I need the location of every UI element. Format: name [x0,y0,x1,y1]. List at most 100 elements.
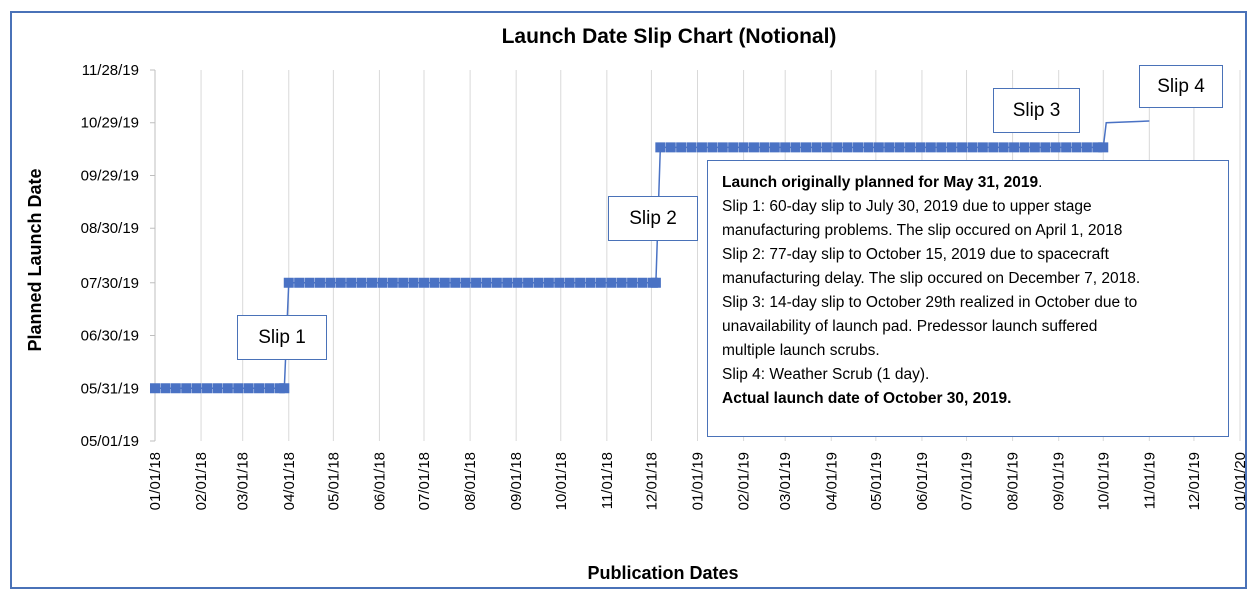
series-marker [977,142,988,153]
series-marker [512,277,523,288]
series-marker [294,277,305,288]
x-tick-label: 06/01/19 [914,452,931,510]
x-tick-label: 10/01/18 [553,452,570,510]
x-tick-label: 05/01/18 [325,452,342,510]
series-marker [585,277,596,288]
series-marker [1040,142,1051,153]
y-tick-label: 07/30/19 [81,275,139,292]
series-marker [1009,142,1020,153]
x-tick-label: 06/01/18 [371,452,388,510]
series-marker [387,277,398,288]
series-marker [748,142,759,153]
slip-1-callout: Slip 1 [237,315,327,360]
series-marker [233,383,244,394]
series-marker [222,383,233,394]
series-marker [243,383,254,394]
series-marker [925,142,936,153]
series-marker [419,277,430,288]
series-marker [429,277,440,288]
x-tick-label: 02/01/19 [736,452,753,510]
note-line: unavailability of launch pad. Predessor … [722,318,1098,335]
series-marker [884,142,895,153]
series-marker [170,383,181,394]
series-marker [606,277,617,288]
series-marker [686,142,697,153]
note-original-plan: Launch originally planned for May 31, 20… [722,174,1039,191]
series-marker [460,277,471,288]
series-marker [283,277,294,288]
series-marker [554,277,565,288]
x-tick-label: 12/01/18 [643,452,660,510]
series-marker [780,142,791,153]
series-marker [853,142,864,153]
series-marker [811,142,822,153]
y-tick-label: 11/28/19 [82,62,139,79]
x-tick-label: 05/01/19 [868,452,885,510]
series-marker [150,383,160,394]
x-tick-label: 07/01/18 [416,452,433,510]
series-marker [335,277,346,288]
series-marker [1071,142,1082,153]
x-tick-label: 11/01/18 [599,452,616,509]
note-line: Slip 3: 14-day slip to October 29th real… [722,294,1138,311]
series-marker [863,142,874,153]
series-marker [191,383,202,394]
x-tick-label: 08/01/18 [462,452,479,510]
series-marker [655,142,666,153]
y-tick-label: 06/30/19 [81,328,139,345]
series-marker [523,277,534,288]
note-line: multiple launch scrubs. [722,342,880,359]
series-marker [1019,142,1030,153]
x-tick-label: 02/01/18 [193,452,210,510]
series-marker [439,277,450,288]
series-marker [873,142,884,153]
series-marker [1081,142,1092,153]
series-marker [728,142,739,153]
series-marker [832,142,843,153]
note-line: manufacturing delay. The slip occured on… [722,270,1141,287]
y-tick-label: 10/29/19 [81,115,139,132]
x-tick-label: 04/01/19 [823,452,840,510]
series-marker [325,277,336,288]
series-marker [408,277,419,288]
series-marker [821,142,832,153]
note-line: manufacturing problems. The slip occured… [722,222,1123,239]
series-marker [1092,142,1103,153]
series-marker [842,142,853,153]
y-tick-label: 05/31/19 [81,380,139,397]
chart-title: Launch Date Slip Chart (Notional) [502,25,837,48]
note-period: . [1038,174,1043,191]
y-axis-title: Planned Launch Date [25,168,45,351]
series-marker [543,277,554,288]
series-marker [346,277,357,288]
series-marker [738,142,749,153]
series-marker [502,277,513,288]
x-tick-label: 10/01/19 [1095,452,1112,510]
x-tick-label: 12/01/19 [1186,452,1203,510]
y-tick-label: 09/29/19 [81,167,139,184]
series-marker [616,277,627,288]
slip-3-callout: Slip 3 [993,88,1080,133]
y-tick-label: 05/01/19 [81,433,139,450]
series-marker [181,383,192,394]
series-marker [450,277,461,288]
series-marker [356,277,367,288]
x-tick-label: 04/01/18 [281,452,298,510]
series-marker [595,277,606,288]
series-marker [998,142,1009,153]
x-tick-label: 11/01/19 [1141,452,1158,509]
series-marker [1050,142,1061,153]
series-marker [304,277,315,288]
series-marker [707,142,718,153]
series-marker [1098,142,1109,153]
series-marker [627,277,638,288]
series-marker [717,142,728,153]
series-marker [637,277,648,288]
series-marker [801,142,811,153]
series-marker [650,277,661,288]
x-tick-label: 01/01/18 [147,452,164,510]
series-marker [1061,142,1072,153]
x-tick-label: 01/01/19 [690,452,707,510]
note-line: Launch originally planned for May 31, 20… [722,171,1216,195]
